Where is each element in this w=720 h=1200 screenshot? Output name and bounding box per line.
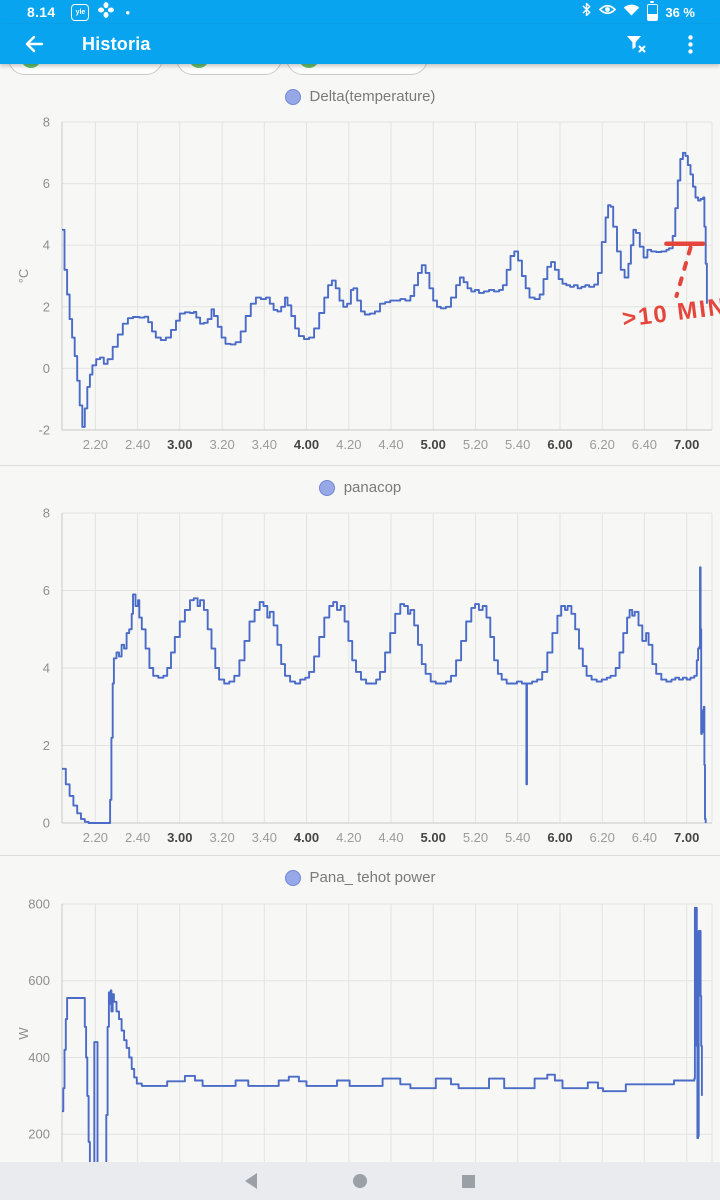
back-button[interactable] <box>20 30 48 58</box>
svg-text:600: 600 <box>28 973 50 988</box>
svg-text:400: 400 <box>28 1050 50 1065</box>
app-bar: Historia <box>0 24 720 64</box>
chart-legend: Pana_ tehot power <box>0 869 720 886</box>
fan-icon <box>98 1 115 23</box>
svg-text:6.00: 6.00 <box>547 437 572 452</box>
svg-text:5.20: 5.20 <box>463 437 488 452</box>
series-chip-dot-icon <box>21 64 41 68</box>
nav-recents-button[interactable] <box>455 1168 481 1194</box>
nav-home-button[interactable] <box>347 1168 373 1194</box>
svg-text:6.00: 6.00 <box>547 830 572 845</box>
svg-text:4: 4 <box>43 661 50 676</box>
svg-text:4.40: 4.40 <box>378 830 403 845</box>
chart-plot-delta-temperature[interactable]: -2 0 2 4 6 8 2.20 2.40 3.00 3.20 3.40 4.00 4.20 4.40 5… <box>0 75 720 465</box>
chart-card-panacop: panacop 0 2 4 6 8 2.20 2.40 3.00 3.20 3.40 4.00 4.2… <box>0 465 720 855</box>
handwritten-annotation: >10 MIN <box>621 293 720 333</box>
svg-text:5.20: 5.20 <box>463 830 488 845</box>
legend-dot-icon <box>284 869 301 886</box>
legend-label: Pana_ tehot power <box>309 869 436 886</box>
svg-text:200: 200 <box>28 1127 50 1142</box>
svg-text:2.40: 2.40 <box>125 437 150 452</box>
filter-clear-button[interactable] <box>622 30 650 58</box>
svg-text:2.20: 2.20 <box>83 437 108 452</box>
legend-label: panacop <box>343 479 402 496</box>
status-system-icons: 36 % <box>581 1 695 22</box>
nav-back-button[interactable] <box>239 1168 265 1194</box>
svg-text:7.00: 7.00 <box>674 830 699 845</box>
status-time: 8.14 <box>27 4 56 20</box>
svg-text:4.00: 4.00 <box>294 437 319 452</box>
series-chip-dot-icon <box>299 64 319 68</box>
svg-text:2: 2 <box>43 738 50 753</box>
status-bar: 8.14 yle • <box>0 0 720 24</box>
svg-text:2: 2 <box>43 299 50 314</box>
svg-text:5.40: 5.40 <box>505 830 530 845</box>
series-chip[interactable] <box>8 64 163 75</box>
chart-plot-panacop[interactable]: 0 2 4 6 8 2.20 2.40 3.00 3.20 3.40 4.00 4.20 4.40 5.0… <box>0 466 720 855</box>
eye-icon <box>599 3 617 21</box>
bluetooth-icon <box>581 2 592 22</box>
svg-text:0: 0 <box>43 816 50 831</box>
svg-text:6.20: 6.20 <box>590 830 615 845</box>
svg-text:8: 8 <box>43 115 50 130</box>
legend-dot-icon <box>284 88 301 105</box>
chart-legend: panacop <box>0 479 720 496</box>
svg-text:5.40: 5.40 <box>505 437 530 452</box>
svg-text:4.20: 4.20 <box>336 437 361 452</box>
svg-text:5.00: 5.00 <box>421 830 446 845</box>
svg-text:4.20: 4.20 <box>336 830 361 845</box>
series-chips-row <box>0 64 720 75</box>
chart-card-delta-temperature: Delta(temperature) -2 0 2 4 6 8 2.20 2.40 3.00 3.… <box>0 75 720 465</box>
page-title: Historia <box>82 33 151 54</box>
series-chip[interactable] <box>176 64 282 75</box>
svg-text:6: 6 <box>43 583 50 598</box>
yle-app-icon: yle <box>71 3 90 21</box>
chart-plot-pana-tehot-power[interactable]: 200 400 600 800 W <box>0 856 720 1162</box>
series-chip-dot-icon <box>189 64 209 68</box>
notification-dot-icon: • <box>125 4 131 20</box>
svg-text:5.00: 5.00 <box>421 437 446 452</box>
svg-text:7.00: 7.00 <box>674 437 699 452</box>
legend-label: Delta(temperature) <box>309 88 436 105</box>
svg-text:6.40: 6.40 <box>632 830 657 845</box>
battery-percent: 36 % <box>665 4 695 20</box>
svg-text:4.40: 4.40 <box>378 437 403 452</box>
svg-text:4.00: 4.00 <box>294 830 319 845</box>
chart-legend: Delta(temperature) <box>0 88 720 105</box>
overflow-menu-button[interactable] <box>676 30 704 58</box>
android-nav-bar <box>0 1162 720 1200</box>
battery-icon <box>647 1 659 21</box>
wifi-icon <box>623 3 640 21</box>
svg-text:-2: -2 <box>38 423 50 438</box>
series-chip[interactable] <box>286 64 428 75</box>
svg-text:800: 800 <box>28 897 50 912</box>
svg-text:8: 8 <box>43 506 50 521</box>
svg-text:6.20: 6.20 <box>590 437 615 452</box>
legend-dot-icon <box>318 479 335 496</box>
svg-text:2.20: 2.20 <box>83 830 108 845</box>
svg-text:3.00: 3.00 <box>167 437 192 452</box>
svg-text:2.40: 2.40 <box>125 830 150 845</box>
svg-text:0: 0 <box>43 361 50 376</box>
svg-text:3.40: 3.40 <box>252 830 277 845</box>
svg-text:3.40: 3.40 <box>252 437 277 452</box>
svg-text:3.20: 3.20 <box>209 437 234 452</box>
svg-text:3.00: 3.00 <box>167 830 192 845</box>
status-notification-icons: yle • <box>71 1 131 23</box>
svg-text:6.40: 6.40 <box>632 437 657 452</box>
svg-text:W: W <box>16 1027 31 1040</box>
svg-text:°C: °C <box>16 269 31 284</box>
svg-text:6: 6 <box>43 176 50 191</box>
chart-card-pana-tehot-power: Pana_ tehot power 200 400 600 800 W <box>0 855 720 1162</box>
svg-text:4: 4 <box>43 238 50 253</box>
svg-text:3.20: 3.20 <box>209 830 234 845</box>
